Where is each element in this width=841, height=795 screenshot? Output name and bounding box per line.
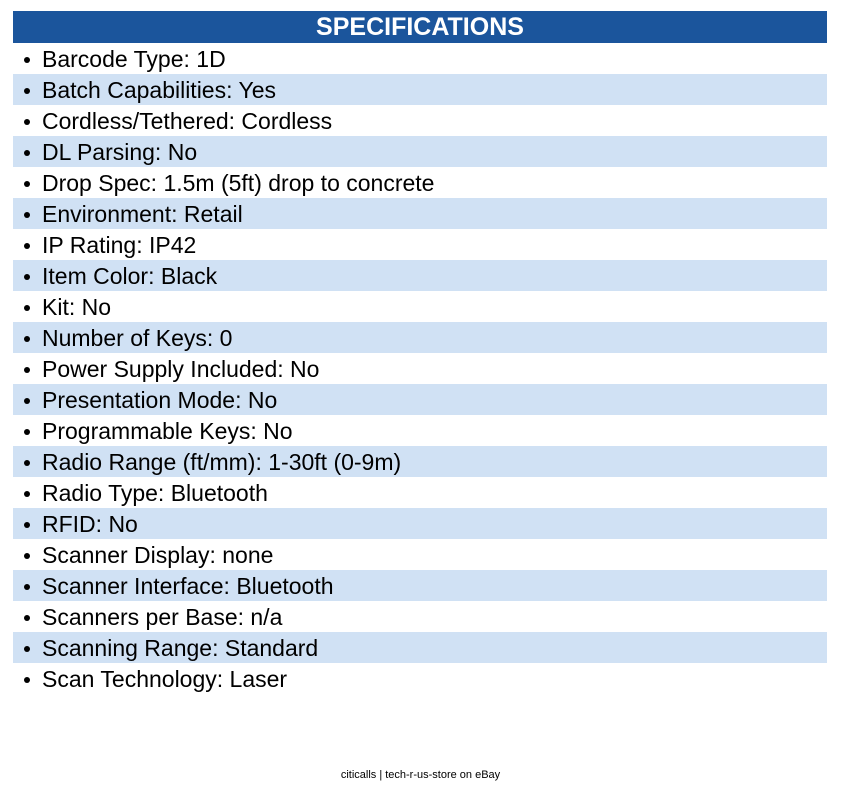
spec-text: Programmable Keys: No bbox=[42, 418, 293, 444]
bullet bbox=[24, 212, 30, 218]
spec-row: Cordless/Tethered: Cordless bbox=[13, 105, 827, 136]
spec-text: Scanner Display: none bbox=[42, 542, 274, 568]
spec-text: Batch Capabilities: Yes bbox=[42, 77, 276, 103]
spec-row: Scanner Display: none bbox=[13, 539, 827, 570]
bullet bbox=[24, 88, 30, 94]
bullet bbox=[24, 677, 30, 683]
bullet bbox=[24, 584, 30, 590]
spec-row: Environment: Retail bbox=[13, 198, 827, 229]
spec-text: Number of Keys: 0 bbox=[42, 325, 233, 351]
bullet bbox=[24, 274, 30, 280]
spec-row: Batch Capabilities: Yes bbox=[13, 74, 827, 105]
spec-row: Scanning Range: Standard bbox=[13, 632, 827, 663]
spec-text: Environment: Retail bbox=[42, 201, 243, 227]
spec-text: Scanners per Base: n/a bbox=[42, 604, 283, 630]
bullet bbox=[24, 491, 30, 497]
bullet bbox=[24, 243, 30, 249]
spec-row: Programmable Keys: No bbox=[13, 415, 827, 446]
spec-text: RFID: No bbox=[42, 511, 138, 537]
spec-row: Radio Range (ft/mm): 1-30ft (0-9m) bbox=[13, 446, 827, 477]
spec-text: Scan Technology: Laser bbox=[42, 666, 288, 692]
spec-row: Radio Type: Bluetooth bbox=[13, 477, 827, 508]
bullet bbox=[24, 429, 30, 435]
spec-text: Presentation Mode: No bbox=[42, 387, 278, 413]
spec-row: Number of Keys: 0 bbox=[13, 322, 827, 353]
spec-text: Scanner Interface: Bluetooth bbox=[42, 573, 334, 599]
bullet bbox=[24, 646, 30, 652]
spec-text: Kit: No bbox=[42, 294, 112, 320]
bullet bbox=[24, 398, 30, 404]
bullet bbox=[24, 57, 30, 63]
spec-text: Radio Type: Bluetooth bbox=[42, 480, 268, 506]
spec-list: Barcode Type: 1D Batch Capabilities: Yes C… bbox=[13, 43, 827, 694]
bullet bbox=[24, 367, 30, 373]
spec-row: Kit: No bbox=[13, 291, 827, 322]
spec-text: Radio Range (ft/mm): 1-30ft (0-9m) bbox=[42, 449, 402, 475]
spec-row: IP Rating: IP42 bbox=[13, 229, 827, 260]
spec-text: IP Rating: IP42 bbox=[42, 232, 197, 258]
bullet bbox=[24, 615, 30, 621]
spec-row: Scan Technology: Laser bbox=[13, 663, 827, 694]
spec-row: DL Parsing: No bbox=[13, 136, 827, 167]
spec-text: Scanning Range: Standard bbox=[42, 635, 319, 661]
header-title: SPECIFICATIONS bbox=[13, 11, 827, 43]
spec-text: Drop Spec: 1.5m (5ft) drop to concrete bbox=[42, 170, 435, 196]
spec-text: Power Supply Included: No bbox=[42, 356, 320, 382]
spec-row: Presentation Mode: No bbox=[13, 384, 827, 415]
bullet bbox=[24, 460, 30, 466]
spec-row: Item Color: Black bbox=[13, 260, 827, 291]
spec-row: Drop Spec: 1.5m (5ft) drop to concrete bbox=[13, 167, 827, 198]
bullet bbox=[24, 181, 30, 187]
spec-row: RFID: No bbox=[13, 508, 827, 539]
bullet bbox=[24, 119, 30, 125]
bullet bbox=[24, 336, 30, 342]
spec-text: DL Parsing: No bbox=[42, 139, 198, 165]
spec-row: Barcode Type: 1D bbox=[13, 43, 827, 74]
spec-row: Scanner Interface: Bluetooth bbox=[13, 570, 827, 601]
spec-row: Power Supply Included: No bbox=[13, 353, 827, 384]
spec-text: Cordless/Tethered: Cordless bbox=[42, 108, 333, 134]
bullet bbox=[24, 522, 30, 528]
spec-row: Scanners per Base: n/a bbox=[13, 601, 827, 632]
spec-text: Item Color: Black bbox=[42, 263, 218, 289]
bullet bbox=[24, 150, 30, 156]
spec-text: Barcode Type: 1D bbox=[42, 46, 226, 72]
footer: citicalls | tech-r-us-store on eBay bbox=[340, 769, 501, 781]
bullet bbox=[24, 553, 30, 559]
bullet bbox=[24, 305, 30, 311]
